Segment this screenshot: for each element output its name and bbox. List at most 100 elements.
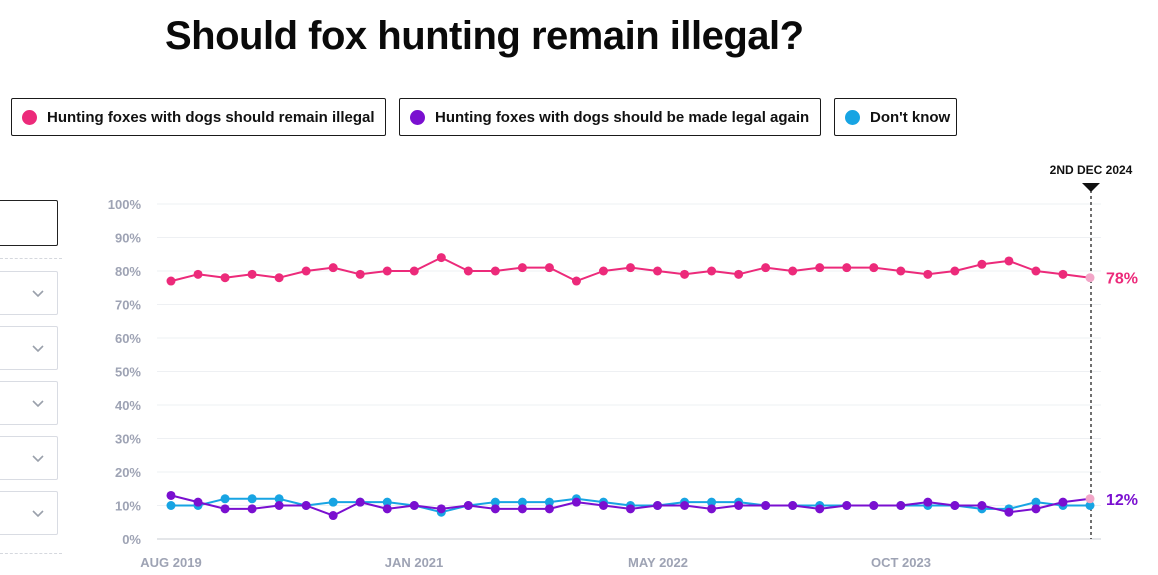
data-point[interactable]	[788, 266, 798, 276]
data-point[interactable]	[626, 263, 635, 273]
data-point[interactable]	[1031, 266, 1041, 276]
data-point[interactable]	[436, 504, 446, 514]
data-point[interactable]	[490, 497, 500, 507]
data-point[interactable]	[571, 276, 581, 286]
data-point[interactable]	[517, 504, 527, 514]
data-point[interactable]	[734, 269, 744, 279]
legend-toggle-remain-illegal[interactable]: Hunting foxes with dogs should remain il…	[11, 98, 386, 136]
data-point[interactable]	[1031, 497, 1041, 507]
data-point[interactable]	[517, 497, 527, 507]
data-point[interactable]	[761, 263, 771, 273]
data-point[interactable]	[1031, 504, 1041, 514]
data-point[interactable]	[247, 494, 257, 504]
divider	[0, 258, 62, 259]
data-point[interactable]	[490, 266, 500, 276]
data-point[interactable]	[517, 263, 527, 273]
data-point[interactable]	[598, 501, 608, 510]
legend-dot-icon	[22, 109, 37, 125]
data-point[interactable]	[571, 497, 581, 507]
data-point[interactable]	[923, 269, 933, 279]
data-point[interactable]	[247, 504, 257, 514]
data-point[interactable]	[328, 511, 338, 521]
data-point[interactable]	[355, 497, 365, 507]
y-tick-label: 0%	[122, 532, 141, 547]
data-point[interactable]	[977, 259, 987, 269]
data-point[interactable]	[1058, 497, 1068, 507]
data-point[interactable]	[1004, 256, 1014, 266]
data-point[interactable]	[328, 263, 338, 273]
data-point[interactable]	[842, 263, 852, 273]
data-point[interactable]	[274, 273, 284, 283]
y-tick-label: 50%	[115, 365, 141, 380]
data-point[interactable]	[761, 501, 771, 510]
data-point[interactable]	[1058, 269, 1068, 279]
data-point[interactable]	[166, 501, 176, 510]
data-point[interactable]	[220, 494, 230, 504]
data-point[interactable]	[436, 253, 446, 263]
data-point[interactable]	[1085, 494, 1095, 504]
data-point[interactable]	[328, 497, 338, 507]
filter-input[interactable]	[0, 200, 58, 246]
data-point[interactable]	[166, 276, 176, 286]
filter-dropdown[interactable]	[0, 271, 58, 315]
data-point[interactable]	[382, 266, 392, 276]
data-point[interactable]	[193, 269, 203, 279]
y-tick-label: 70%	[115, 298, 141, 313]
data-point[interactable]	[869, 501, 879, 510]
data-point[interactable]	[680, 501, 690, 510]
data-point[interactable]	[950, 501, 960, 510]
filter-dropdown[interactable]	[0, 326, 58, 370]
data-point[interactable]	[815, 504, 825, 514]
y-tick-label: 20%	[115, 465, 141, 480]
data-point[interactable]	[166, 490, 176, 500]
data-point[interactable]	[409, 501, 419, 510]
data-point[interactable]	[869, 263, 879, 273]
data-point[interactable]	[274, 501, 284, 510]
data-point[interactable]	[409, 266, 419, 276]
data-point[interactable]	[896, 266, 906, 276]
data-point[interactable]	[815, 263, 825, 273]
data-point[interactable]	[193, 497, 203, 507]
legend-toggle-dont-know[interactable]: Don't know	[834, 98, 957, 136]
data-point[interactable]	[544, 504, 554, 514]
data-point[interactable]	[355, 269, 365, 279]
data-point[interactable]	[707, 266, 717, 276]
data-point[interactable]	[1004, 507, 1014, 517]
data-point[interactable]	[653, 501, 663, 510]
data-point[interactable]	[1085, 273, 1095, 283]
filter-dropdown[interactable]	[0, 381, 58, 425]
data-point[interactable]	[247, 269, 257, 279]
data-point[interactable]	[1085, 501, 1095, 510]
data-point[interactable]	[680, 269, 690, 279]
data-point[interactable]	[896, 501, 906, 510]
data-point[interactable]	[788, 501, 798, 510]
current-date-label: 2ND DEC 2024	[1050, 163, 1133, 177]
data-point[interactable]	[382, 504, 392, 514]
filter-dropdown[interactable]	[0, 491, 58, 535]
data-point[interactable]	[977, 501, 987, 510]
data-point[interactable]	[490, 504, 500, 514]
data-point[interactable]	[463, 501, 473, 510]
data-point[interactable]	[626, 504, 635, 514]
data-point[interactable]	[923, 497, 933, 507]
data-point[interactable]	[220, 273, 230, 283]
data-point[interactable]	[463, 266, 473, 276]
y-tick-label: 10%	[115, 499, 141, 514]
data-point[interactable]	[734, 501, 744, 510]
data-point[interactable]	[842, 501, 852, 510]
data-point[interactable]	[301, 501, 311, 510]
data-point[interactable]	[274, 494, 284, 504]
legend-toggle-legal-again[interactable]: Hunting foxes with dogs should be made l…	[399, 98, 821, 136]
data-point[interactable]	[382, 497, 392, 507]
filter-dropdown[interactable]	[0, 436, 58, 480]
data-point[interactable]	[544, 497, 554, 507]
data-point[interactable]	[707, 504, 717, 514]
data-point[interactable]	[950, 266, 960, 276]
data-point[interactable]	[301, 266, 311, 276]
data-point[interactable]	[707, 497, 717, 507]
data-point[interactable]	[544, 263, 554, 273]
data-point[interactable]	[598, 266, 608, 276]
data-point[interactable]	[653, 266, 663, 276]
data-point[interactable]	[220, 504, 230, 514]
divider	[0, 553, 62, 554]
